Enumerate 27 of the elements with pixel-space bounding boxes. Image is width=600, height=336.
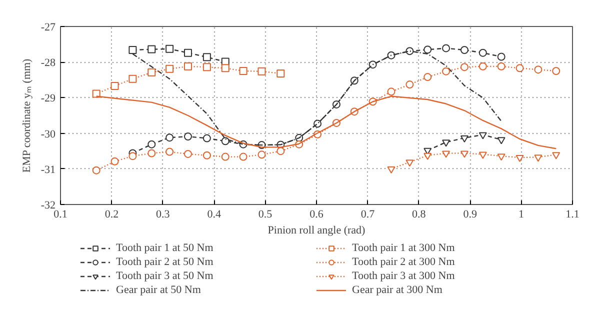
x-tick-label: 0.2 bbox=[104, 208, 119, 220]
x-tick-label: 0.5 bbox=[258, 208, 273, 220]
legend-label: Tooth pair 2 at 50 Nm bbox=[116, 255, 214, 269]
y-tick-label: -29 bbox=[40, 92, 56, 105]
x-tick-label: 1 bbox=[518, 208, 524, 220]
x-tick-label: 0.1 bbox=[54, 208, 68, 220]
x-tick-label: 0.6 bbox=[310, 208, 324, 220]
legend-label: Tooth pair 2 at 300 Nm bbox=[352, 255, 456, 269]
x-tick-label: 0.4 bbox=[207, 208, 222, 220]
x-tick-label: 1.1 bbox=[566, 208, 580, 220]
y-tick-label: -30 bbox=[40, 128, 56, 140]
y-axis-title: EMP coordinate yₘ (mm) bbox=[20, 58, 33, 173]
legend-label: Tooth pair 1 at 300 Nm bbox=[352, 241, 456, 255]
x-tick-label: 0.8 bbox=[412, 208, 426, 220]
legend-label: Tooth pair 3 at 50 Nm bbox=[116, 269, 214, 283]
x-tick-label: 0.7 bbox=[360, 208, 376, 220]
x-axis-title: Pinion roll angle (rad) bbox=[268, 224, 366, 236]
legend-label: Gear pair at 50 Nm bbox=[116, 283, 202, 297]
y-tick-label: -32 bbox=[40, 200, 56, 212]
x-tick-label: 0.9 bbox=[463, 208, 478, 220]
y-tick-label: -28 bbox=[40, 57, 56, 70]
x-tick-label: 0.3 bbox=[156, 208, 170, 220]
legend-label: Gear pair at 300 Nm bbox=[352, 283, 444, 297]
y-tick-label: -27 bbox=[40, 22, 56, 34]
y-tick-label: -31 bbox=[40, 164, 56, 176]
legend-label: Tooth pair 1 at 50 Nm bbox=[116, 241, 214, 255]
legend-label: Tooth pair 3 at 300 Nm bbox=[352, 269, 456, 283]
